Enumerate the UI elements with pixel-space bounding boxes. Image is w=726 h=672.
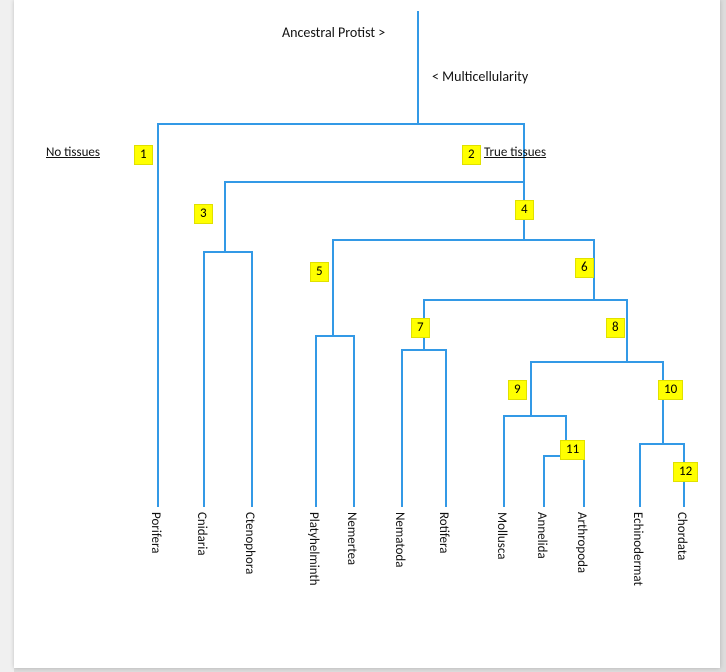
- node-badge-6: 6: [575, 258, 594, 278]
- node-badge-10: 10: [658, 380, 683, 400]
- page-root: Ancestral Protist > < Multicellularity N…: [0, 0, 726, 672]
- taxon-chordata: Chordata: [674, 512, 689, 560]
- node-badge-2: 2: [462, 145, 481, 165]
- node-badge-1: 1: [134, 145, 153, 165]
- taxon-echinodermat: Echinodermat: [630, 512, 645, 586]
- diagram-sheet: Ancestral Protist > < Multicellularity N…: [14, 0, 720, 668]
- node-badge-3: 3: [194, 204, 213, 224]
- taxon-mollusca: Mollusca: [494, 512, 509, 559]
- taxon-annelida: Annelida: [534, 512, 549, 559]
- node-badge-12: 12: [673, 462, 698, 482]
- node-badge-5: 5: [310, 262, 329, 282]
- label-no-tissues: No tissues: [46, 145, 100, 160]
- node-badge-9: 9: [508, 380, 527, 400]
- label-multicellularity: < Multicellularity: [432, 68, 528, 85]
- label-true-tissues: True tissues: [484, 145, 546, 160]
- taxon-platyhelminth: Platyhelminth: [306, 512, 321, 586]
- app-left-strip: [0, 0, 14, 672]
- taxon-arthropoda: Arthropoda: [574, 512, 589, 573]
- taxon-nemertea: Nemertea: [344, 512, 359, 565]
- label-root: Ancestral Protist >: [282, 24, 385, 41]
- taxon-cnidaria: Cnidaria: [194, 512, 209, 556]
- node-badge-11: 11: [560, 440, 585, 460]
- taxon-ctenophora: Ctenophora: [242, 512, 257, 574]
- taxon-rotifera: Rotifera: [436, 512, 451, 554]
- taxon-nematoda: Nematoda: [392, 512, 407, 568]
- node-badge-4: 4: [515, 200, 534, 220]
- node-badge-8: 8: [606, 318, 625, 338]
- node-badge-7: 7: [411, 318, 430, 338]
- taxon-porifera: Porifera: [148, 512, 163, 553]
